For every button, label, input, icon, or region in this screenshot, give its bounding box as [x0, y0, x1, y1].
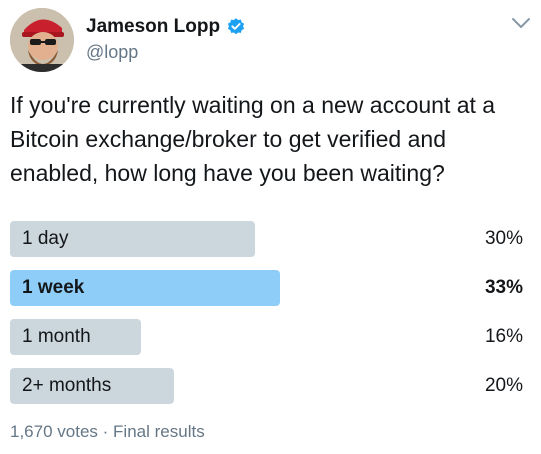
author-names: Jameson Lopp @lopp [86, 14, 246, 63]
display-name[interactable]: Jameson Lopp [86, 16, 221, 37]
display-name-row: Jameson Lopp [86, 14, 246, 40]
poll-bar [10, 270, 280, 306]
author-handle[interactable]: @lopp [86, 42, 139, 62]
poll-option-label: 1 day [22, 228, 69, 249]
poll-option-label: 1 month [22, 326, 91, 347]
poll-option-percent: 20% [484, 375, 523, 396]
vote-count: 1,670 votes [10, 422, 98, 441]
poll-option-percent: 33% [484, 277, 523, 298]
poll-bar [10, 368, 174, 404]
avatar[interactable] [10, 8, 74, 72]
tweet-header: Jameson Lopp @lopp [10, 8, 531, 72]
poll-option-label: 2+ months [22, 375, 112, 396]
poll-bar [10, 319, 141, 355]
tweet-text: If you're currently waiting on a new acc… [10, 92, 496, 186]
poll-option-percent: 30% [484, 228, 523, 249]
avatar-image [10, 8, 74, 72]
chevron-down-icon[interactable] [511, 16, 531, 30]
poll-bar [10, 221, 255, 257]
poll-status: Final results [113, 422, 205, 441]
poll-footer: 1,670 votes · Final results [10, 422, 205, 442]
verified-badge-icon [226, 17, 246, 37]
poll-option-1-month[interactable]: 1 month 16% [10, 319, 531, 355]
poll-option-1-day[interactable]: 1 day 30% [10, 221, 531, 257]
poll-option-2-plus-months[interactable]: 2+ months 20% [10, 368, 531, 404]
footer-separator: · [102, 422, 109, 441]
poll-option-percent: 16% [484, 326, 523, 347]
poll-option-1-week[interactable]: 1 week 33% [10, 270, 531, 306]
poll: 1 day 30% 1 week 33% 1 month 16% 2+ mont… [10, 221, 531, 417]
poll-option-label: 1 week [22, 277, 85, 298]
